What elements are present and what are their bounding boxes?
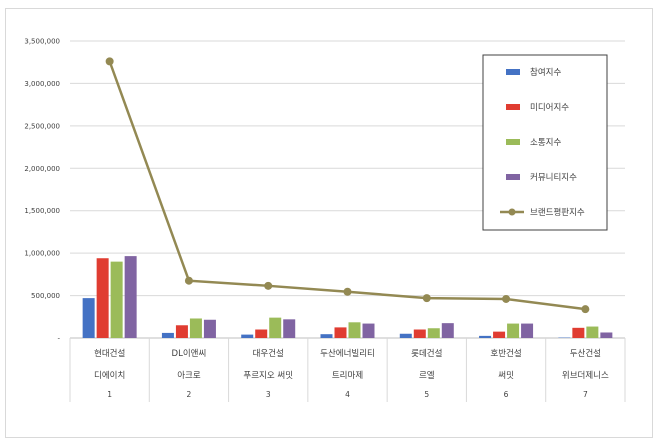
bar-미디어지수-트리마제 (334, 327, 347, 338)
bar-미디어지수-위브더제니스 (572, 327, 585, 338)
bar-참여지수-써밋 (479, 335, 492, 338)
category-label-brand: 위브더제니스 (562, 370, 609, 381)
legend-swatch (506, 139, 520, 145)
bar-미디어지수-아크로 (175, 325, 188, 338)
y-tick-label: 1,000,000 (24, 250, 60, 258)
category-label-rank: 1 (107, 390, 112, 399)
category-label-rank: 3 (266, 390, 271, 399)
y-tick-label: 2,500,000 (24, 122, 60, 130)
y-tick-label: 3,500,000 (24, 38, 60, 46)
category-label-rank: 7 (583, 390, 588, 399)
legend-label: 브랜드평판지수 (530, 207, 585, 218)
line-point-위브더제니스 (581, 305, 590, 314)
line-point-트리마제 (343, 287, 352, 296)
category-label-company: 대우건설 (253, 348, 284, 359)
bar-커뮤니티지수-아크로 (203, 319, 216, 338)
category-label-company: 롯데건설 (411, 348, 442, 359)
bar-커뮤니티지수-위브더제니스 (600, 332, 613, 338)
y-tick-label: 2,000,000 (24, 165, 60, 173)
line-point-써밋 (502, 294, 511, 303)
bar-소통지수-아크로 (189, 318, 202, 338)
bar-커뮤니티지수-써밋 (521, 323, 534, 338)
line-point-아크로 (184, 276, 193, 285)
bar-소통지수-푸르지오 써밋 (269, 317, 282, 338)
category-label-brand: 트리마제 (332, 371, 363, 381)
bar-소통지수-위브더제니스 (586, 326, 599, 338)
category-label-rank: 4 (345, 390, 350, 399)
y-tick-label: - (57, 335, 60, 343)
bar-참여지수-트리마제 (320, 334, 333, 338)
category-label-brand: 써밋 (498, 370, 514, 381)
category-label-company: 두산에너빌리티 (320, 348, 375, 359)
bar-layer (82, 256, 613, 338)
legend-label: 참여지수 (530, 67, 561, 78)
category-label-brand: 아크로 (177, 370, 201, 381)
category-label-rank: 5 (424, 390, 429, 399)
bar-미디어지수-르엘 (413, 329, 426, 338)
bar-미디어지수-디에이치 (96, 258, 109, 338)
legend-swatch (506, 69, 520, 75)
bar-소통지수-디에이치 (110, 261, 123, 338)
category-label-company: 두산건설 (570, 348, 601, 359)
bar-참여지수-디에이치 (82, 298, 95, 338)
legend-box (482, 54, 608, 231)
bar-커뮤니티지수-디에이치 (124, 256, 137, 338)
legend-swatch (506, 104, 520, 110)
y-tick-label: 3,000,000 (24, 80, 60, 88)
bar-미디어지수-푸르지오 써밋 (255, 329, 268, 338)
legend-label: 미디어지수 (530, 102, 569, 113)
bar-소통지수-트리마제 (348, 322, 361, 338)
bar-커뮤니티지수-트리마제 (362, 323, 375, 338)
category-label-rank: 2 (187, 390, 192, 399)
legend-swatch (506, 174, 520, 180)
line-point-디에이치 (105, 57, 114, 66)
bar-참여지수-르엘 (399, 333, 412, 338)
category-label-company: 호반건설 (490, 348, 521, 359)
bar-소통지수-르엘 (427, 328, 440, 338)
legend-label: 커뮤니티지수 (530, 172, 577, 183)
legend-marker (508, 208, 516, 216)
y-tick-label: 500,000 (31, 292, 60, 300)
category-label-rank: 6 (504, 390, 509, 399)
y-tick-label: 1,500,000 (24, 207, 60, 215)
category-label-company: 현대건설 (94, 348, 125, 359)
line-point-푸르지오 써밋 (264, 281, 273, 290)
bar-참여지수-푸르지오 써밋 (241, 334, 254, 338)
legend-label: 소통지수 (530, 138, 561, 148)
bar-소통지수-써밋 (507, 323, 520, 338)
bar-커뮤니티지수-르엘 (441, 323, 454, 338)
category-label-brand: 푸르지오 써밋 (243, 370, 293, 381)
axis-layer: - 500,000 1,000,000 1,500,000 2,000,000 2,500… (24, 38, 626, 402)
category-label-brand: 르엘 (419, 371, 435, 381)
category-label-brand: 디에이치 (94, 370, 125, 381)
bar-참여지수-아크로 (161, 332, 174, 338)
bar-커뮤니티지수-푸르지오 써밋 (283, 319, 296, 338)
bar-미디어지수-써밋 (493, 331, 506, 338)
line-layer (105, 57, 590, 314)
category-label-company: DL이앤씨 (172, 348, 207, 359)
line-point-르엘 (422, 294, 431, 303)
